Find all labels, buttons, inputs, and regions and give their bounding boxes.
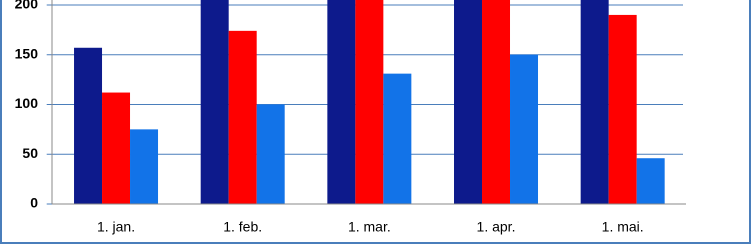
bar — [327, 0, 356, 204]
bars — [74, 0, 665, 204]
bar — [355, 0, 384, 204]
y-tick-label: 0 — [30, 195, 38, 211]
bar — [130, 129, 159, 204]
bar — [636, 158, 665, 204]
bar — [510, 54, 539, 204]
chart-frame — [0, 0, 751, 244]
y-tick-label: 200 — [15, 0, 39, 12]
bar — [256, 104, 285, 204]
bar — [482, 0, 511, 204]
y-tick-label: 50 — [22, 145, 38, 161]
bar — [200, 0, 229, 204]
x-tick-label: 1. jan. — [97, 219, 135, 235]
y-tick-label: 150 — [15, 45, 39, 61]
x-tick-label: 1. mar. — [348, 219, 391, 235]
bar — [102, 92, 131, 204]
bar — [608, 14, 637, 204]
x-tick-label: 1. feb. — [223, 219, 262, 235]
bar — [454, 0, 483, 204]
bar — [74, 47, 103, 204]
bar — [228, 30, 257, 204]
x-tick-label: 1. mai. — [602, 219, 644, 235]
bar — [580, 0, 609, 204]
y-tick-label: 100 — [15, 95, 39, 111]
bar — [383, 73, 412, 204]
x-tick-label: 1. apr. — [477, 219, 516, 235]
